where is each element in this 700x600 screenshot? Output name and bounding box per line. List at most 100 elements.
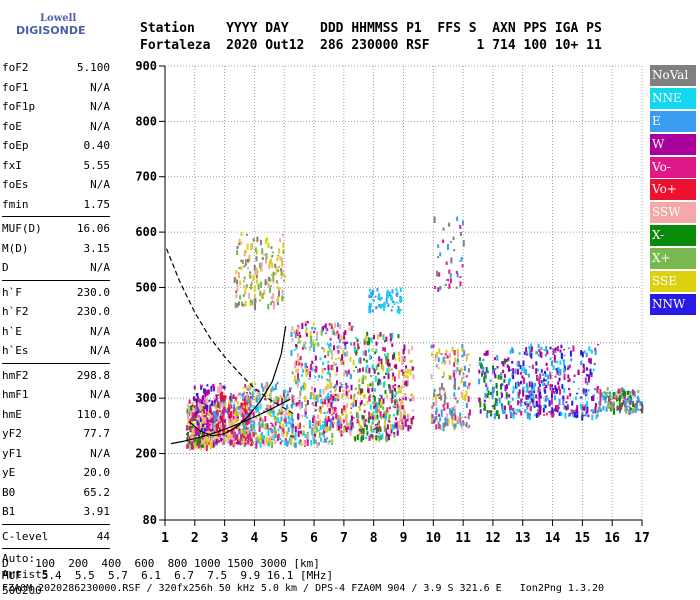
echo-point bbox=[233, 403, 236, 408]
echo-point bbox=[467, 385, 470, 390]
echo-point bbox=[316, 398, 319, 403]
echo-point bbox=[520, 398, 523, 401]
echo-point bbox=[191, 419, 194, 422]
echo-point bbox=[592, 411, 595, 414]
echo-point bbox=[358, 390, 361, 395]
echo-point bbox=[341, 430, 344, 435]
echo-point bbox=[385, 413, 388, 417]
echo-point bbox=[247, 438, 250, 445]
echo-point bbox=[263, 440, 266, 447]
echo-point bbox=[328, 378, 331, 382]
echo-point bbox=[288, 436, 291, 442]
echo-point bbox=[276, 381, 279, 385]
echo-point bbox=[217, 417, 220, 422]
echo-point bbox=[369, 416, 372, 420]
echo-point bbox=[247, 388, 250, 391]
echo-point bbox=[272, 274, 275, 281]
echo-point bbox=[270, 408, 273, 413]
echo-point bbox=[281, 257, 284, 264]
echo-point bbox=[326, 397, 329, 401]
echo-point bbox=[397, 334, 400, 339]
muf-dashed-trace bbox=[165, 248, 294, 415]
echo-point bbox=[531, 364, 534, 370]
echo-point bbox=[583, 414, 586, 417]
echo-point bbox=[409, 425, 412, 430]
echo-point bbox=[516, 382, 519, 388]
echo-point bbox=[560, 344, 563, 349]
echo-point bbox=[450, 257, 453, 264]
echo-point bbox=[530, 347, 533, 353]
echo-point bbox=[222, 430, 225, 433]
echo-point bbox=[386, 407, 389, 414]
echo-point bbox=[253, 421, 256, 428]
echo-point bbox=[313, 424, 316, 430]
echo-point bbox=[322, 440, 325, 443]
echo-point bbox=[263, 427, 266, 430]
echo-point bbox=[359, 388, 362, 394]
echo-point bbox=[338, 339, 341, 343]
echo-point bbox=[391, 374, 394, 381]
echo-point bbox=[257, 283, 260, 290]
echo-point bbox=[199, 416, 202, 422]
echo-point bbox=[596, 414, 599, 417]
echo-point bbox=[340, 425, 343, 429]
echo-point bbox=[455, 416, 458, 419]
echo-point bbox=[537, 353, 540, 357]
param-value: 77.7 bbox=[83, 427, 111, 440]
echo-point bbox=[241, 412, 244, 416]
legend-item-x-: X+ bbox=[650, 248, 696, 270]
echo-point bbox=[584, 408, 587, 412]
echo-point bbox=[581, 404, 584, 411]
echo-point bbox=[577, 369, 580, 375]
x-tick-label: 14 bbox=[545, 531, 561, 546]
echo-point bbox=[402, 380, 405, 383]
echo-point bbox=[548, 400, 551, 407]
echo-point bbox=[400, 417, 403, 420]
echo-point bbox=[391, 343, 394, 347]
echo-point bbox=[397, 302, 400, 304]
echo-point bbox=[577, 387, 580, 390]
echo-point bbox=[449, 375, 452, 380]
echo-point bbox=[281, 439, 284, 443]
echo-point bbox=[451, 346, 454, 353]
echo-point bbox=[403, 373, 406, 378]
echo-point bbox=[276, 412, 279, 416]
param-value: N/A bbox=[90, 388, 110, 401]
echo-point bbox=[311, 391, 314, 396]
echo-point bbox=[264, 408, 267, 411]
echo-point bbox=[397, 408, 400, 412]
echo-point bbox=[245, 431, 248, 436]
echo-point bbox=[303, 383, 306, 390]
echo-point bbox=[536, 368, 539, 372]
echo-point bbox=[529, 390, 532, 394]
echo-point bbox=[229, 395, 232, 402]
echo-point bbox=[403, 415, 406, 421]
echo-point bbox=[249, 417, 252, 423]
echo-point bbox=[222, 385, 225, 389]
echo-point bbox=[543, 370, 546, 374]
echo-point bbox=[621, 402, 624, 407]
echo-point bbox=[388, 388, 391, 391]
echo-point bbox=[256, 236, 259, 242]
echo-point bbox=[263, 435, 266, 440]
echo-point bbox=[253, 429, 256, 432]
echo-point bbox=[556, 345, 559, 352]
echo-point bbox=[519, 380, 522, 385]
echo-point bbox=[218, 400, 221, 405]
echo-point bbox=[317, 342, 320, 347]
echo-point bbox=[208, 424, 211, 426]
echo-point bbox=[585, 411, 588, 414]
echo-point bbox=[444, 422, 447, 427]
echo-point bbox=[388, 414, 391, 417]
echo-point bbox=[228, 400, 231, 405]
echo-point bbox=[299, 334, 302, 338]
echo-point bbox=[373, 369, 376, 374]
echo-point bbox=[522, 360, 525, 367]
echo-point bbox=[260, 438, 263, 440]
echo-point bbox=[208, 420, 211, 426]
x-tick-label: 10 bbox=[425, 531, 441, 546]
echo-point bbox=[556, 360, 559, 364]
echo-point bbox=[401, 355, 404, 362]
echo-point bbox=[206, 429, 209, 435]
echo-point bbox=[201, 385, 204, 388]
